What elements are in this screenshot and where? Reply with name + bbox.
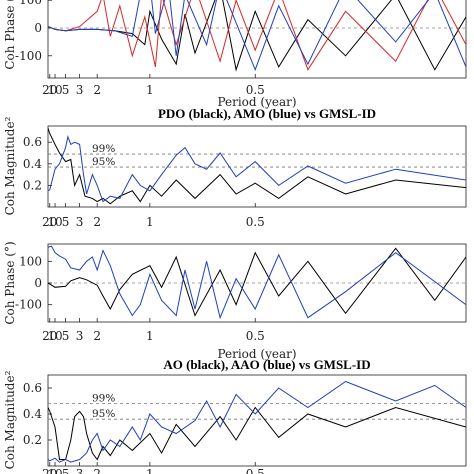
x-axis-label: Period (year) — [217, 95, 296, 109]
x-tick-label: 1 — [146, 467, 154, 474]
x-tick-label: 10 — [47, 215, 62, 229]
x-tick-label: 20 — [42, 215, 57, 229]
x-tick-label: 1 — [146, 329, 154, 343]
y-tick-label: 0.2 — [23, 433, 42, 447]
x-tick-label: 5 — [62, 83, 70, 97]
x-tick-label: 20 — [42, 329, 57, 343]
series-line-1 — [48, 245, 466, 320]
x-tick-label: 5 — [62, 329, 70, 343]
data-series — [48, 128, 466, 205]
series-line-amo — [48, 135, 466, 203]
y-tick-label: 0.6 — [23, 381, 42, 395]
x-tick-label: 0.5 — [246, 329, 265, 343]
series-line-1 — [48, 0, 466, 71]
y-axis-label: Coh Magnitude² — [3, 116, 17, 215]
y-tick-label: 100 — [19, 254, 42, 268]
y-tick-label: 0 — [34, 21, 42, 35]
x-tick-label: 0.5 — [246, 215, 265, 229]
series-line-pdo — [48, 128, 466, 205]
y-tick-label: 0.6 — [23, 135, 42, 149]
y-tick-label: -100 — [15, 49, 42, 63]
x-axis-label: Period (year) — [217, 347, 296, 361]
x-tick-label: 3 — [76, 329, 84, 343]
y-tick-label: 100 — [19, 0, 42, 7]
x-tick-label: 2 — [93, 83, 101, 97]
y-tick-label: 0.4 — [23, 157, 42, 171]
y-axis-label: Coh Phase (°) — [3, 0, 17, 70]
significance-label: 95% — [92, 156, 115, 168]
significance-label: 99% — [92, 143, 115, 155]
series-line-2 — [48, 0, 466, 72]
series-line-0 — [48, 247, 466, 317]
x-tick-label: 2 — [93, 467, 101, 474]
y-axis-label: Coh Phase (°) — [3, 241, 17, 324]
significance-label: 95% — [92, 408, 115, 420]
x-tick-label: 20 — [42, 467, 57, 474]
x-tick-label: 10 — [47, 467, 62, 474]
x-tick-label: 10 — [47, 83, 62, 97]
x-tick-label: 3 — [76, 215, 84, 229]
x-tick-label: 3 — [76, 83, 84, 97]
y-tick-label: 0 — [34, 276, 42, 290]
x-tick-label: 10 — [47, 329, 62, 343]
data-series — [48, 0, 466, 72]
significance-lines: 99%95% — [48, 393, 466, 420]
significance-label: 99% — [92, 393, 115, 405]
x-tick-label: 5 — [62, 467, 70, 474]
y-tick-label: 0.2 — [23, 178, 42, 192]
series-line-aao — [48, 380, 466, 463]
x-tick-label: 1 — [146, 215, 154, 229]
x-tick-label: 2 — [93, 329, 101, 343]
data-series — [48, 245, 466, 320]
chart-title: PDO (black), AMO (blue) vs GMSL-ID — [158, 106, 376, 121]
y-tick-label: 0.4 — [23, 407, 42, 421]
x-tick-label: 3 — [76, 467, 84, 474]
series-line-ao — [48, 406, 466, 461]
x-tick-label: 1 — [146, 83, 154, 97]
x-tick-label: 0.5 — [246, 83, 265, 97]
x-tick-label: 5 — [62, 215, 70, 229]
significance-lines: 99%95% — [48, 143, 466, 168]
x-tick-label: 0.5 — [246, 467, 265, 474]
plot-frame — [47, 125, 467, 208]
data-series — [48, 380, 466, 463]
y-tick-label: -100 — [15, 298, 42, 312]
plot-frame — [47, 374, 467, 467]
x-tick-label: 20 — [42, 83, 57, 97]
chart-title: AO (black), AAO (blue) vs GMSL-ID — [163, 357, 370, 372]
x-tick-label: 2 — [93, 215, 101, 229]
y-axis-label: Coh Magnitude² — [3, 370, 17, 469]
